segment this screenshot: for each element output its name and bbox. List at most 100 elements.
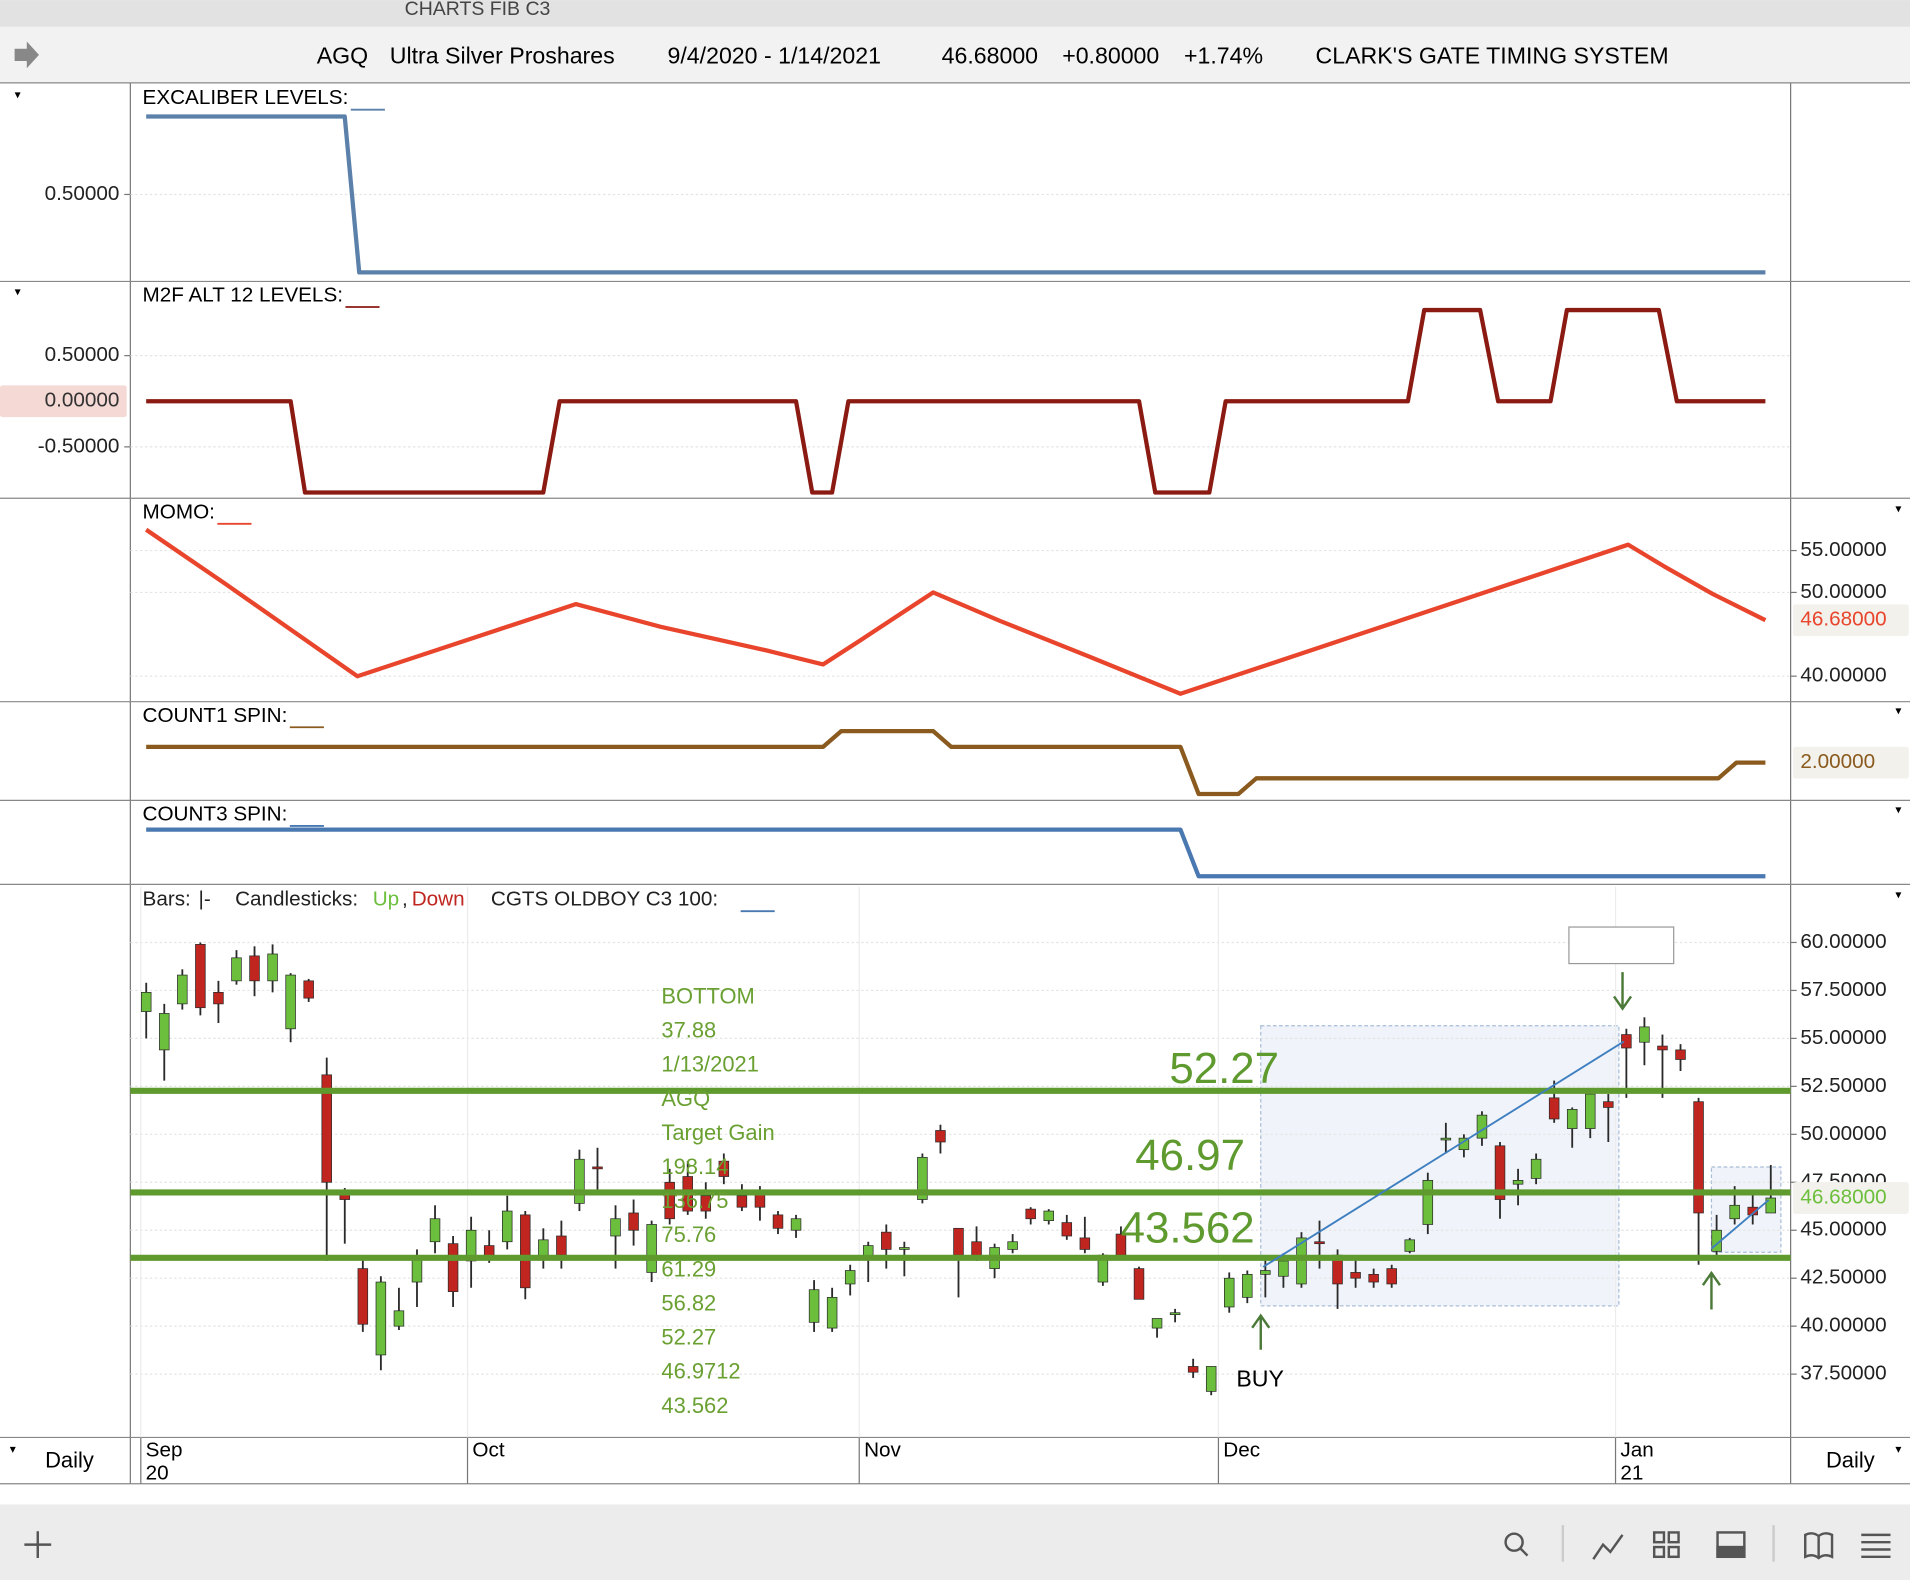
annotation: 198.14: [661, 1154, 728, 1179]
last-value-label: 0.00000: [45, 389, 120, 412]
y-tick-label: -0.50000: [38, 434, 120, 457]
x-tick-label: Jan: [1620, 1438, 1653, 1461]
header-bar: [0, 26, 1910, 83]
candle-body: [1079, 1237, 1091, 1250]
candle-body: [1440, 1137, 1452, 1141]
frame: ▾ ▾ ▾ ▾ ▾ ▾ ▾ ▾: [0, 82, 1910, 1485]
security-name: Ultra Silver Proshares: [390, 42, 615, 68]
price: 46.68000: [942, 42, 1038, 68]
legend-text: ,: [402, 888, 408, 911]
candle-body: [465, 1229, 477, 1262]
legend-text: Down: [412, 888, 465, 911]
y-tick-label: 42.50000: [1800, 1266, 1886, 1289]
candle-body: [231, 957, 242, 982]
candle-body: [357, 1268, 369, 1325]
last-value-label: 46.68000: [1800, 1185, 1886, 1208]
y-tick-label: 50.00000: [1800, 1122, 1886, 1145]
legend-text: |-: [199, 888, 211, 911]
last-value-box: [1793, 746, 1909, 779]
toolbar: [0, 1504, 1910, 1580]
y-tick-label: 37.50000: [1800, 1362, 1886, 1385]
level-label: 43.562: [1121, 1204, 1255, 1253]
candle-body: [303, 980, 314, 999]
candle-body: [556, 1235, 567, 1256]
buy-arrow: [1701, 1270, 1721, 1310]
annotation: 37.88: [661, 1018, 716, 1043]
candle-body: [808, 1289, 820, 1323]
candle-body: [1566, 1109, 1578, 1129]
candle-body: [1007, 1241, 1018, 1250]
candle-body: [592, 1166, 603, 1170]
candle-body: [1169, 1312, 1181, 1316]
last-value-box: [1793, 604, 1909, 637]
candle-body: [1657, 1045, 1668, 1051]
candle-body: [646, 1224, 657, 1273]
annotation: AGQ: [661, 1086, 710, 1111]
legend-text: CGTS OLDBOY C3 100:: [491, 888, 718, 911]
x-tick-label: Oct: [472, 1438, 504, 1461]
x-tick-label: Nov: [864, 1438, 901, 1461]
annotation: 136.75: [661, 1188, 728, 1213]
level-label: 52.27: [1169, 1044, 1279, 1093]
candle-body: [790, 1218, 802, 1231]
candle-body: [899, 1247, 910, 1250]
candle-body: [1314, 1241, 1325, 1245]
system-name: CLARK'S GATE TIMING SYSTEM: [1316, 42, 1669, 68]
candle-body: [140, 991, 152, 1012]
y-tick-label: 55.00000: [1800, 538, 1886, 561]
candle-body: [1133, 1268, 1145, 1300]
candle-body: [574, 1158, 585, 1204]
candle-body: [1747, 1206, 1758, 1216]
candle-body: [754, 1193, 766, 1208]
candle-body: [700, 1195, 712, 1212]
period-label[interactable]: Daily: [1826, 1448, 1875, 1473]
svg-text:▾: ▾: [1895, 802, 1901, 816]
candle-body: [718, 1160, 730, 1177]
level-label: 46.97: [1135, 1131, 1245, 1180]
candle-body: [285, 974, 296, 1030]
buy-label: BUY: [1236, 1365, 1284, 1391]
candle-body: [1260, 1270, 1271, 1275]
candle-body: [267, 953, 278, 982]
panel-title: MOMO:: [143, 500, 215, 523]
y-tick-label: 60.00000: [1800, 930, 1886, 953]
annotation: 46.9712: [661, 1359, 740, 1384]
change-pct: +1.74%: [1184, 42, 1263, 68]
candle-body: [1224, 1277, 1235, 1308]
title-bar: [0, 0, 1910, 27]
panel-title: EXCALIBER LEVELS:: [143, 86, 349, 109]
svg-text:▾: ▾: [1895, 704, 1901, 718]
change: +0.80000: [1062, 42, 1159, 68]
candle-body: [1621, 1034, 1632, 1049]
candle-body: [501, 1210, 513, 1243]
toolbar-icons[interactable]: [24, 1525, 1891, 1562]
gain-box: [1568, 926, 1675, 965]
candle-body: [628, 1212, 639, 1231]
candle-body: [249, 955, 260, 982]
annotation: 43.562: [661, 1393, 728, 1418]
candle-body: [844, 1270, 856, 1285]
candle-body: [1151, 1318, 1163, 1329]
legend-text: Bars:: [143, 888, 191, 911]
candle-body: [1187, 1366, 1199, 1373]
annotation: 56.82: [661, 1290, 716, 1315]
x-tick-label: Dec: [1223, 1438, 1260, 1461]
candle-body: [1350, 1272, 1361, 1279]
candle-body: [664, 1181, 675, 1220]
window-title: CHARTS FIB C3: [405, 0, 551, 20]
last-value-box: [0, 385, 127, 418]
y-tick-label: 57.50000: [1800, 978, 1886, 1001]
y-tick-label: 40.00000: [1800, 664, 1886, 687]
candle-body: [1278, 1260, 1289, 1277]
indicator-line: [146, 729, 1766, 797]
candle-body: [1368, 1273, 1379, 1283]
candle-body: [736, 1195, 748, 1208]
annotation: 61.29: [661, 1256, 716, 1281]
y-tick-label: 55.00000: [1800, 1026, 1886, 1049]
year-label: 20: [146, 1461, 169, 1484]
annotation: Target Gain: [661, 1120, 774, 1145]
candle-body: [953, 1227, 964, 1256]
candle-body: [1296, 1237, 1307, 1285]
period-label[interactable]: Daily: [45, 1448, 94, 1473]
y-tick-label: 0.50000: [45, 343, 120, 366]
